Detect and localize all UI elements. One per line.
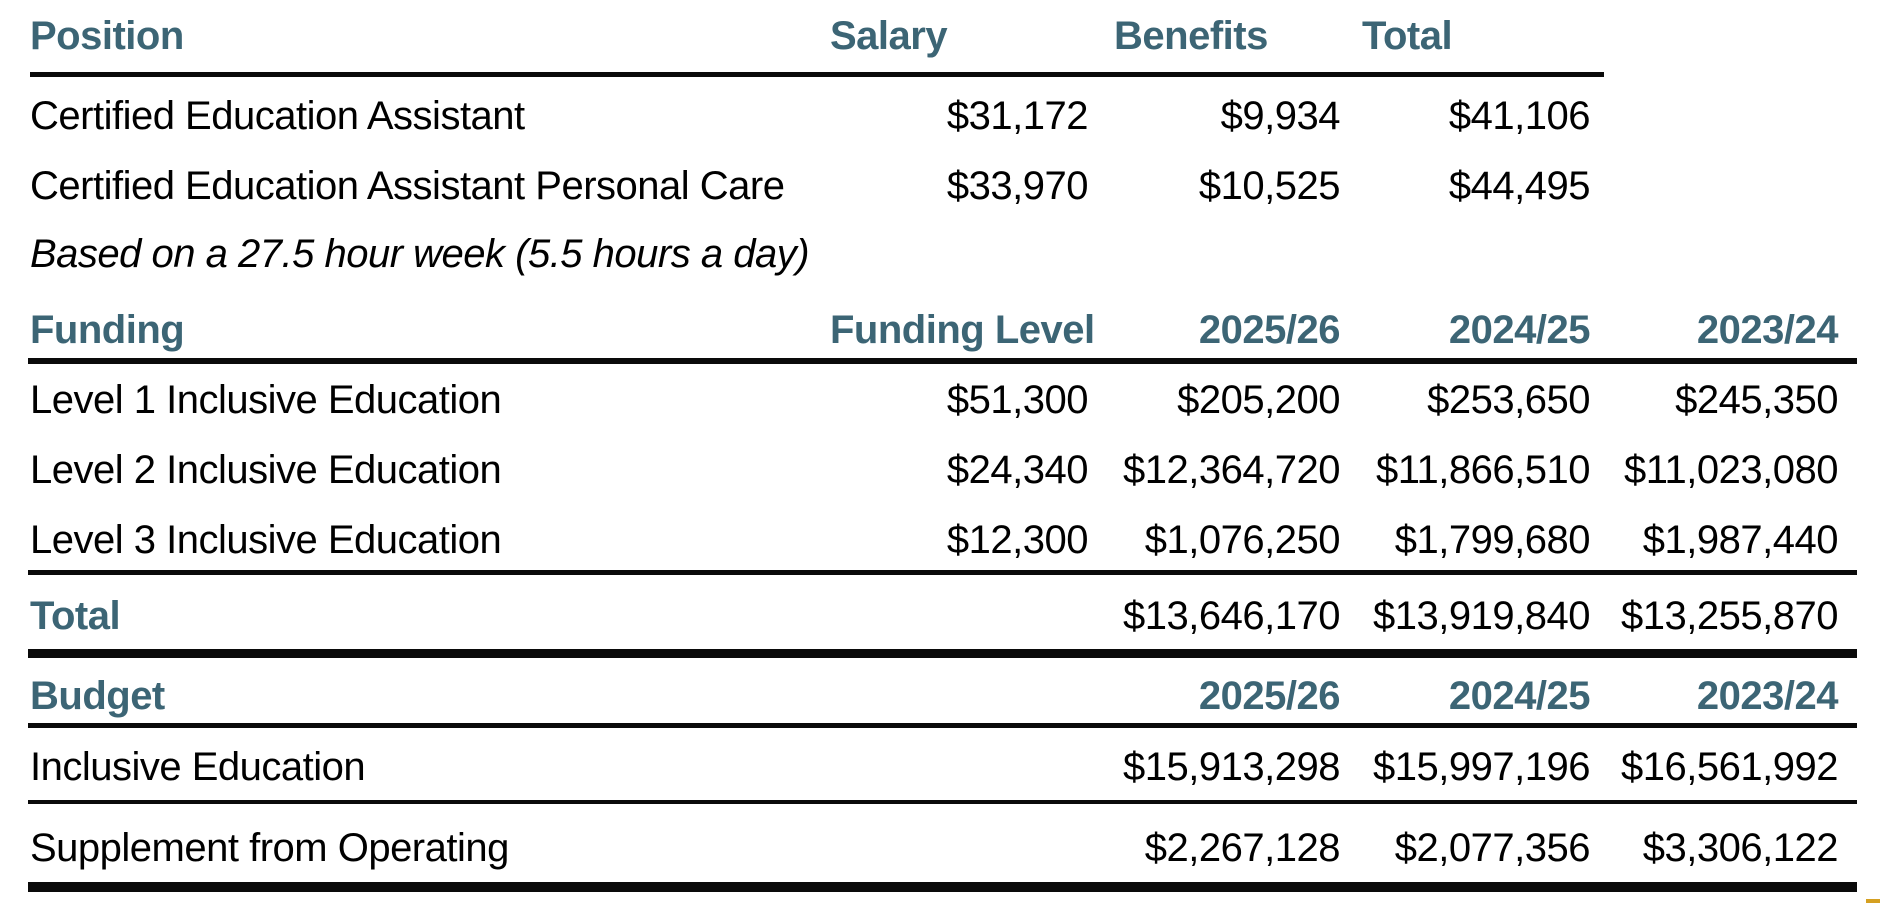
funding-total-row: Total $13,646,170 $13,919,840 $13,255,87… bbox=[30, 588, 1839, 644]
funding-header-2024-25: 2024/25 bbox=[1448, 308, 1591, 352]
positions-header-benefits: Benefits bbox=[1114, 14, 1268, 58]
positions-header-position: Position bbox=[30, 14, 184, 58]
table-row: Level 3 Inclusive Education $12,300 $1,0… bbox=[30, 512, 1839, 568]
funding-2024-25-cell: $253,650 bbox=[1427, 378, 1590, 422]
hours-note: Based on a 27.5 hour week (5.5 hours a d… bbox=[30, 232, 810, 276]
funding-2025-26-cell: $1,076,250 bbox=[1144, 518, 1341, 562]
funding-level-cell: $24,340 bbox=[946, 448, 1089, 492]
funding-header-2023-24: 2023/24 bbox=[1696, 308, 1839, 352]
budget-2023-24-cell: $3,306,122 bbox=[1642, 826, 1839, 870]
budget-header-2024-25: 2024/25 bbox=[1448, 674, 1591, 718]
funding-total-2024-25-cell: $13,919,840 bbox=[1373, 594, 1590, 638]
funding-total-2023-24-cell: $13,255,870 bbox=[1621, 594, 1838, 638]
budget-header-divider bbox=[28, 723, 1857, 728]
funding-2025-26-cell: $12,364,720 bbox=[1123, 448, 1340, 492]
funding-header-funding: Funding bbox=[30, 308, 185, 352]
funding-2024-25-cell: $1,799,680 bbox=[1394, 518, 1591, 562]
salary-cell: $33,970 bbox=[946, 164, 1089, 208]
funding-2024-25-cell: $11,866,510 bbox=[1376, 448, 1590, 492]
funding-label: Level 2 Inclusive Education bbox=[30, 448, 502, 492]
funding-label: Level 3 Inclusive Education bbox=[30, 518, 502, 562]
positions-header-row: Position Salary Benefits Total bbox=[30, 8, 1838, 64]
budget-2023-24-cell: $16,561,992 bbox=[1621, 745, 1838, 789]
note-row: Based on a 27.5 hour week (5.5 hours a d… bbox=[30, 226, 1838, 282]
funding-total-divider bbox=[28, 570, 1857, 575]
funding-header-2025-26: 2025/26 bbox=[1198, 308, 1341, 352]
funding-level-cell: $12,300 bbox=[946, 518, 1089, 562]
total-cell: $41,106 bbox=[1448, 94, 1591, 138]
positions-header-salary: Salary bbox=[830, 14, 948, 58]
table-row: Supplement from Operating $2,267,128 $2,… bbox=[30, 820, 1839, 876]
table-row: Level 2 Inclusive Education $24,340 $12,… bbox=[30, 442, 1839, 498]
funding-2023-24-cell: $11,023,080 bbox=[1624, 448, 1838, 492]
budget-row-divider bbox=[28, 800, 1857, 804]
budget-2025-26-cell: $15,913,298 bbox=[1123, 745, 1340, 789]
funding-total-label: Total bbox=[30, 594, 121, 638]
budget-2024-25-cell: $2,077,356 bbox=[1394, 826, 1591, 870]
position-label: Certified Education Assistant bbox=[30, 94, 525, 138]
corner-accent-fragment bbox=[1866, 899, 1880, 903]
benefits-cell: $10,525 bbox=[1198, 164, 1341, 208]
funding-header-funding-level: Funding Level bbox=[830, 308, 1095, 352]
funding-2023-24-cell: $1,987,440 bbox=[1642, 518, 1839, 562]
funding-header-divider bbox=[28, 358, 1857, 364]
budget-2025-26-cell: $2,267,128 bbox=[1144, 826, 1341, 870]
funding-2025-26-cell: $205,200 bbox=[1177, 378, 1340, 422]
sheet-bottom-divider bbox=[28, 882, 1857, 892]
funding-section-end-divider bbox=[28, 649, 1857, 658]
table-row: Certified Education Assistant Personal C… bbox=[30, 158, 1838, 214]
position-label: Certified Education Assistant Personal C… bbox=[30, 164, 785, 208]
salary-cell: $31,172 bbox=[946, 94, 1089, 138]
total-cell: $44,495 bbox=[1448, 164, 1591, 208]
positions-header-total: Total bbox=[1362, 14, 1453, 58]
table-row: Level 1 Inclusive Education $51,300 $205… bbox=[30, 372, 1839, 428]
budget-header-2023-24: 2023/24 bbox=[1696, 674, 1839, 718]
budget-header-row: Budget 2025/26 2024/25 2023/24 bbox=[30, 668, 1839, 724]
budget-header-2025-26: 2025/26 bbox=[1198, 674, 1341, 718]
budget-label: Inclusive Education bbox=[30, 745, 366, 789]
funding-label: Level 1 Inclusive Education bbox=[30, 378, 502, 422]
funding-header-row: Funding Funding Level 2025/26 2024/25 20… bbox=[30, 302, 1839, 358]
table-row: Inclusive Education $15,913,298 $15,997,… bbox=[30, 739, 1839, 795]
positions-header-divider bbox=[30, 72, 1604, 77]
funding-2023-24-cell: $245,350 bbox=[1675, 378, 1838, 422]
budget-label: Supplement from Operating bbox=[30, 826, 509, 870]
funding-level-cell: $51,300 bbox=[946, 378, 1089, 422]
table-row: Certified Education Assistant $31,172 $9… bbox=[30, 88, 1838, 144]
budget-2024-25-cell: $15,997,196 bbox=[1373, 745, 1590, 789]
funding-total-2025-26-cell: $13,646,170 bbox=[1123, 594, 1340, 638]
budget-header-budget: Budget bbox=[30, 674, 165, 718]
benefits-cell: $9,934 bbox=[1220, 94, 1341, 138]
